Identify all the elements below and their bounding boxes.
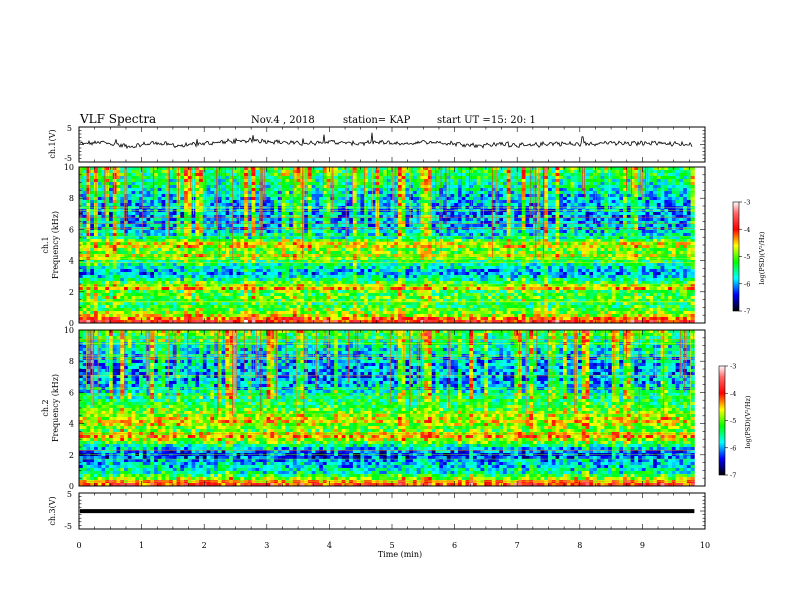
x-tick-1: 1 [139, 541, 144, 550]
colorbar-tick-0: -3 [730, 363, 736, 371]
ch1-frequency-label: Frequency (kHz) [51, 211, 60, 279]
ch2-colorbar: -3 -4 -5 -6 -7 log(PSD)(V²/Hz) [719, 363, 752, 480]
x-tick-4: 4 [327, 541, 332, 550]
x-tick-10: 10 [700, 541, 710, 550]
ch3-ylabel: ch.3(V) [48, 496, 57, 525]
freq-tick-1-3: 4 [69, 257, 74, 266]
ch1-colorbar: -3 -4 -5 -6 -7 log(PSD)(V²/Hz) [733, 199, 766, 316]
ch1-channel-label: ch.1 [41, 236, 50, 253]
colorbar-tick-1: -4 [744, 226, 750, 234]
ch3-ytick-top: 5 [67, 490, 72, 499]
ch3-waveform-panel: 5 -5 ch.3(V) 0 1 2 3 4 5 6 7 8 9 10 Time (min) [48, 490, 710, 559]
start-ut-label: start UT = [437, 115, 491, 126]
x-tick-0: 0 [76, 541, 81, 550]
colorbar-tick-1: -4 [730, 390, 736, 398]
x-tick-8: 8 [577, 541, 582, 550]
ch1-ylabel: ch.1(V) [48, 129, 57, 158]
freq-tick-2-3: 4 [69, 420, 74, 429]
colorbar-tick-4: -7 [744, 308, 750, 316]
x-tick-6: 6 [452, 541, 457, 550]
figure-title: VLF Spectra [79, 112, 156, 126]
x-tick-9: 9 [640, 541, 645, 550]
colorbar-tick-4: -7 [730, 472, 736, 480]
freq-tick-2-4: 2 [69, 451, 74, 460]
freq-tick-2-2: 6 [69, 388, 74, 397]
colorbar-tick-2: -5 [744, 253, 750, 261]
colorbar-tick-2: -5 [730, 417, 736, 425]
ch2-channel-label: ch.2 [41, 399, 50, 416]
x-tick-7: 7 [515, 541, 520, 550]
ch2-frequency-label: Frequency (kHz) [51, 374, 60, 442]
start-ut-value: 15: 20: 1 [491, 115, 536, 126]
x-tick-5: 5 [389, 541, 394, 550]
freq-tick-1-2: 6 [69, 225, 74, 234]
x-tick-2: 2 [202, 541, 207, 550]
ch1-colorbar-label: log(PSD)(V²/Hz) [758, 231, 766, 284]
freq-tick-2-0: 10 [64, 326, 74, 335]
ch1-waveform-panel: 5 -5 ch.1(V) [48, 124, 705, 163]
freq-tick-1-0: 10 [64, 163, 74, 172]
freq-tick-2-1: 8 [69, 357, 74, 366]
ch2-spectrogram-image [79, 330, 705, 486]
ch2-colorbar-label: log(PSD)(V²/Hz) [744, 395, 752, 448]
ch1-ytick-top: 5 [67, 124, 72, 133]
ch1-spectrogram-image [79, 167, 705, 323]
vlf-figure: VLF Spectra Nov.4 , 2018 station= KAP st… [0, 0, 792, 612]
station-label: station= KAP [343, 115, 411, 126]
colorbar-tick-3: -6 [730, 444, 736, 452]
date-label: Nov.4 , 2018 [251, 115, 315, 126]
ch3-ytick-bottom: -5 [64, 522, 72, 531]
colorbar-tick-0: -3 [744, 199, 750, 207]
freq-tick-1-4: 2 [69, 288, 74, 297]
freq-tick-1-1: 8 [69, 194, 74, 203]
x-tick-3: 3 [264, 541, 269, 550]
x-axis-label: Time (min) [378, 550, 422, 559]
colorbar-tick-3: -6 [744, 280, 750, 288]
ch1-ytick-bottom: -5 [64, 154, 72, 163]
